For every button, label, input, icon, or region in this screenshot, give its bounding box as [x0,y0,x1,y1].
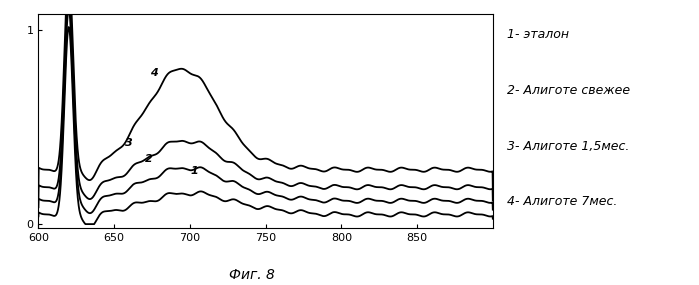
Text: Фиг. 8: Фиг. 8 [229,268,275,282]
Text: 4: 4 [150,68,157,78]
Text: 3: 3 [125,139,134,148]
Text: 2- Алиготе свежее: 2- Алиготе свежее [507,84,630,97]
Text: 1: 1 [191,166,199,176]
Text: 3- Алиготе 1,5мес.: 3- Алиготе 1,5мес. [507,140,629,153]
Text: 4- Алиготе 7мес.: 4- Алиготе 7мес. [507,195,617,208]
Text: 2: 2 [145,154,153,164]
Text: 1- эталон: 1- эталон [507,28,569,42]
